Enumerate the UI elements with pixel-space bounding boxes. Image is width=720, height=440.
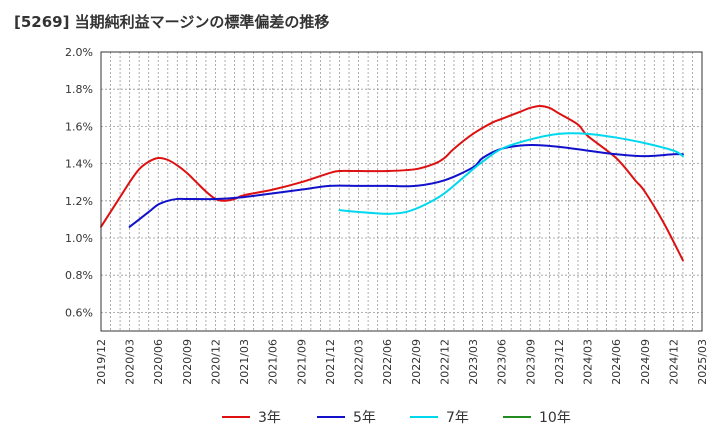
legend-item: 3年 xyxy=(222,402,281,432)
legend-label: 3年 xyxy=(258,410,281,426)
legend-swatch xyxy=(503,416,531,418)
x-tick-label: 2021/06 xyxy=(267,339,280,385)
legend-label: 5年 xyxy=(353,410,376,426)
legend-swatch xyxy=(317,416,345,418)
legend-item: 5年 xyxy=(317,402,376,432)
legend-swatch xyxy=(410,416,438,418)
y-tick-label: 1.4% xyxy=(65,158,93,171)
series-layer xyxy=(100,104,684,262)
x-tick-label: 2023/03 xyxy=(467,339,480,385)
plot-area xyxy=(101,52,702,331)
x-tick-label: 2022/12 xyxy=(438,339,451,385)
x-tick-label: 2024/06 xyxy=(610,339,623,385)
x-tick-label: 2020/06 xyxy=(152,339,165,385)
y-tick-label: 1.0% xyxy=(65,232,93,245)
x-tick-label: 2021/09 xyxy=(295,339,308,385)
axis-layer: 0.6% 0.8% 1.0% 1.2% 1.4% 1.6% 1.8% 2.0% 2019/12 2… xyxy=(65,46,709,385)
x-tick-label: 2019/12 xyxy=(95,339,108,385)
legend-item: 7年 xyxy=(410,402,469,432)
chart-title: [5269] 当期純利益マージンの標準偏差の推移 xyxy=(14,13,330,31)
y-tick-label: 2.0% xyxy=(65,46,93,59)
x-tick-label: 2024/03 xyxy=(582,339,595,385)
y-tick-label: 0.6% xyxy=(65,306,93,319)
plot-frame xyxy=(100,51,703,332)
x-tick-label: 2024/12 xyxy=(667,339,680,385)
legend-label: 7年 xyxy=(446,410,469,426)
series-line-0 xyxy=(100,104,684,262)
x-tick-label: 2022/09 xyxy=(410,339,423,385)
x-tick-label: 2023/06 xyxy=(496,339,509,385)
y-tick-label: 1.6% xyxy=(65,120,93,133)
x-tick-label: 2025/03 xyxy=(696,339,709,385)
grid-layer xyxy=(101,51,702,331)
legend: 3年 5年 7年 10年 xyxy=(0,402,720,432)
series-line-1 xyxy=(128,143,684,228)
x-tick-label: 2023/12 xyxy=(553,339,566,385)
x-tick-label: 2020/09 xyxy=(181,339,194,385)
y-tick-label: 0.8% xyxy=(65,269,93,282)
x-tick-label: 2024/09 xyxy=(639,339,652,385)
y-tick-label: 1.8% xyxy=(65,83,93,96)
legend-item: 10年 xyxy=(503,402,571,432)
series-line-2 xyxy=(338,132,684,215)
x-tick-label: 2022/03 xyxy=(353,339,366,385)
x-tick-label: 2020/03 xyxy=(124,339,137,385)
y-tick-label: 1.2% xyxy=(65,195,93,208)
legend-swatch xyxy=(222,416,250,418)
x-tick-label: 2021/03 xyxy=(238,339,251,385)
x-tick-label: 2023/09 xyxy=(524,339,537,385)
legend-label: 10年 xyxy=(539,410,571,426)
x-tick-label: 2022/06 xyxy=(381,339,394,385)
x-tick-label: 2020/12 xyxy=(209,339,222,385)
x-tick-label: 2021/12 xyxy=(324,339,337,385)
